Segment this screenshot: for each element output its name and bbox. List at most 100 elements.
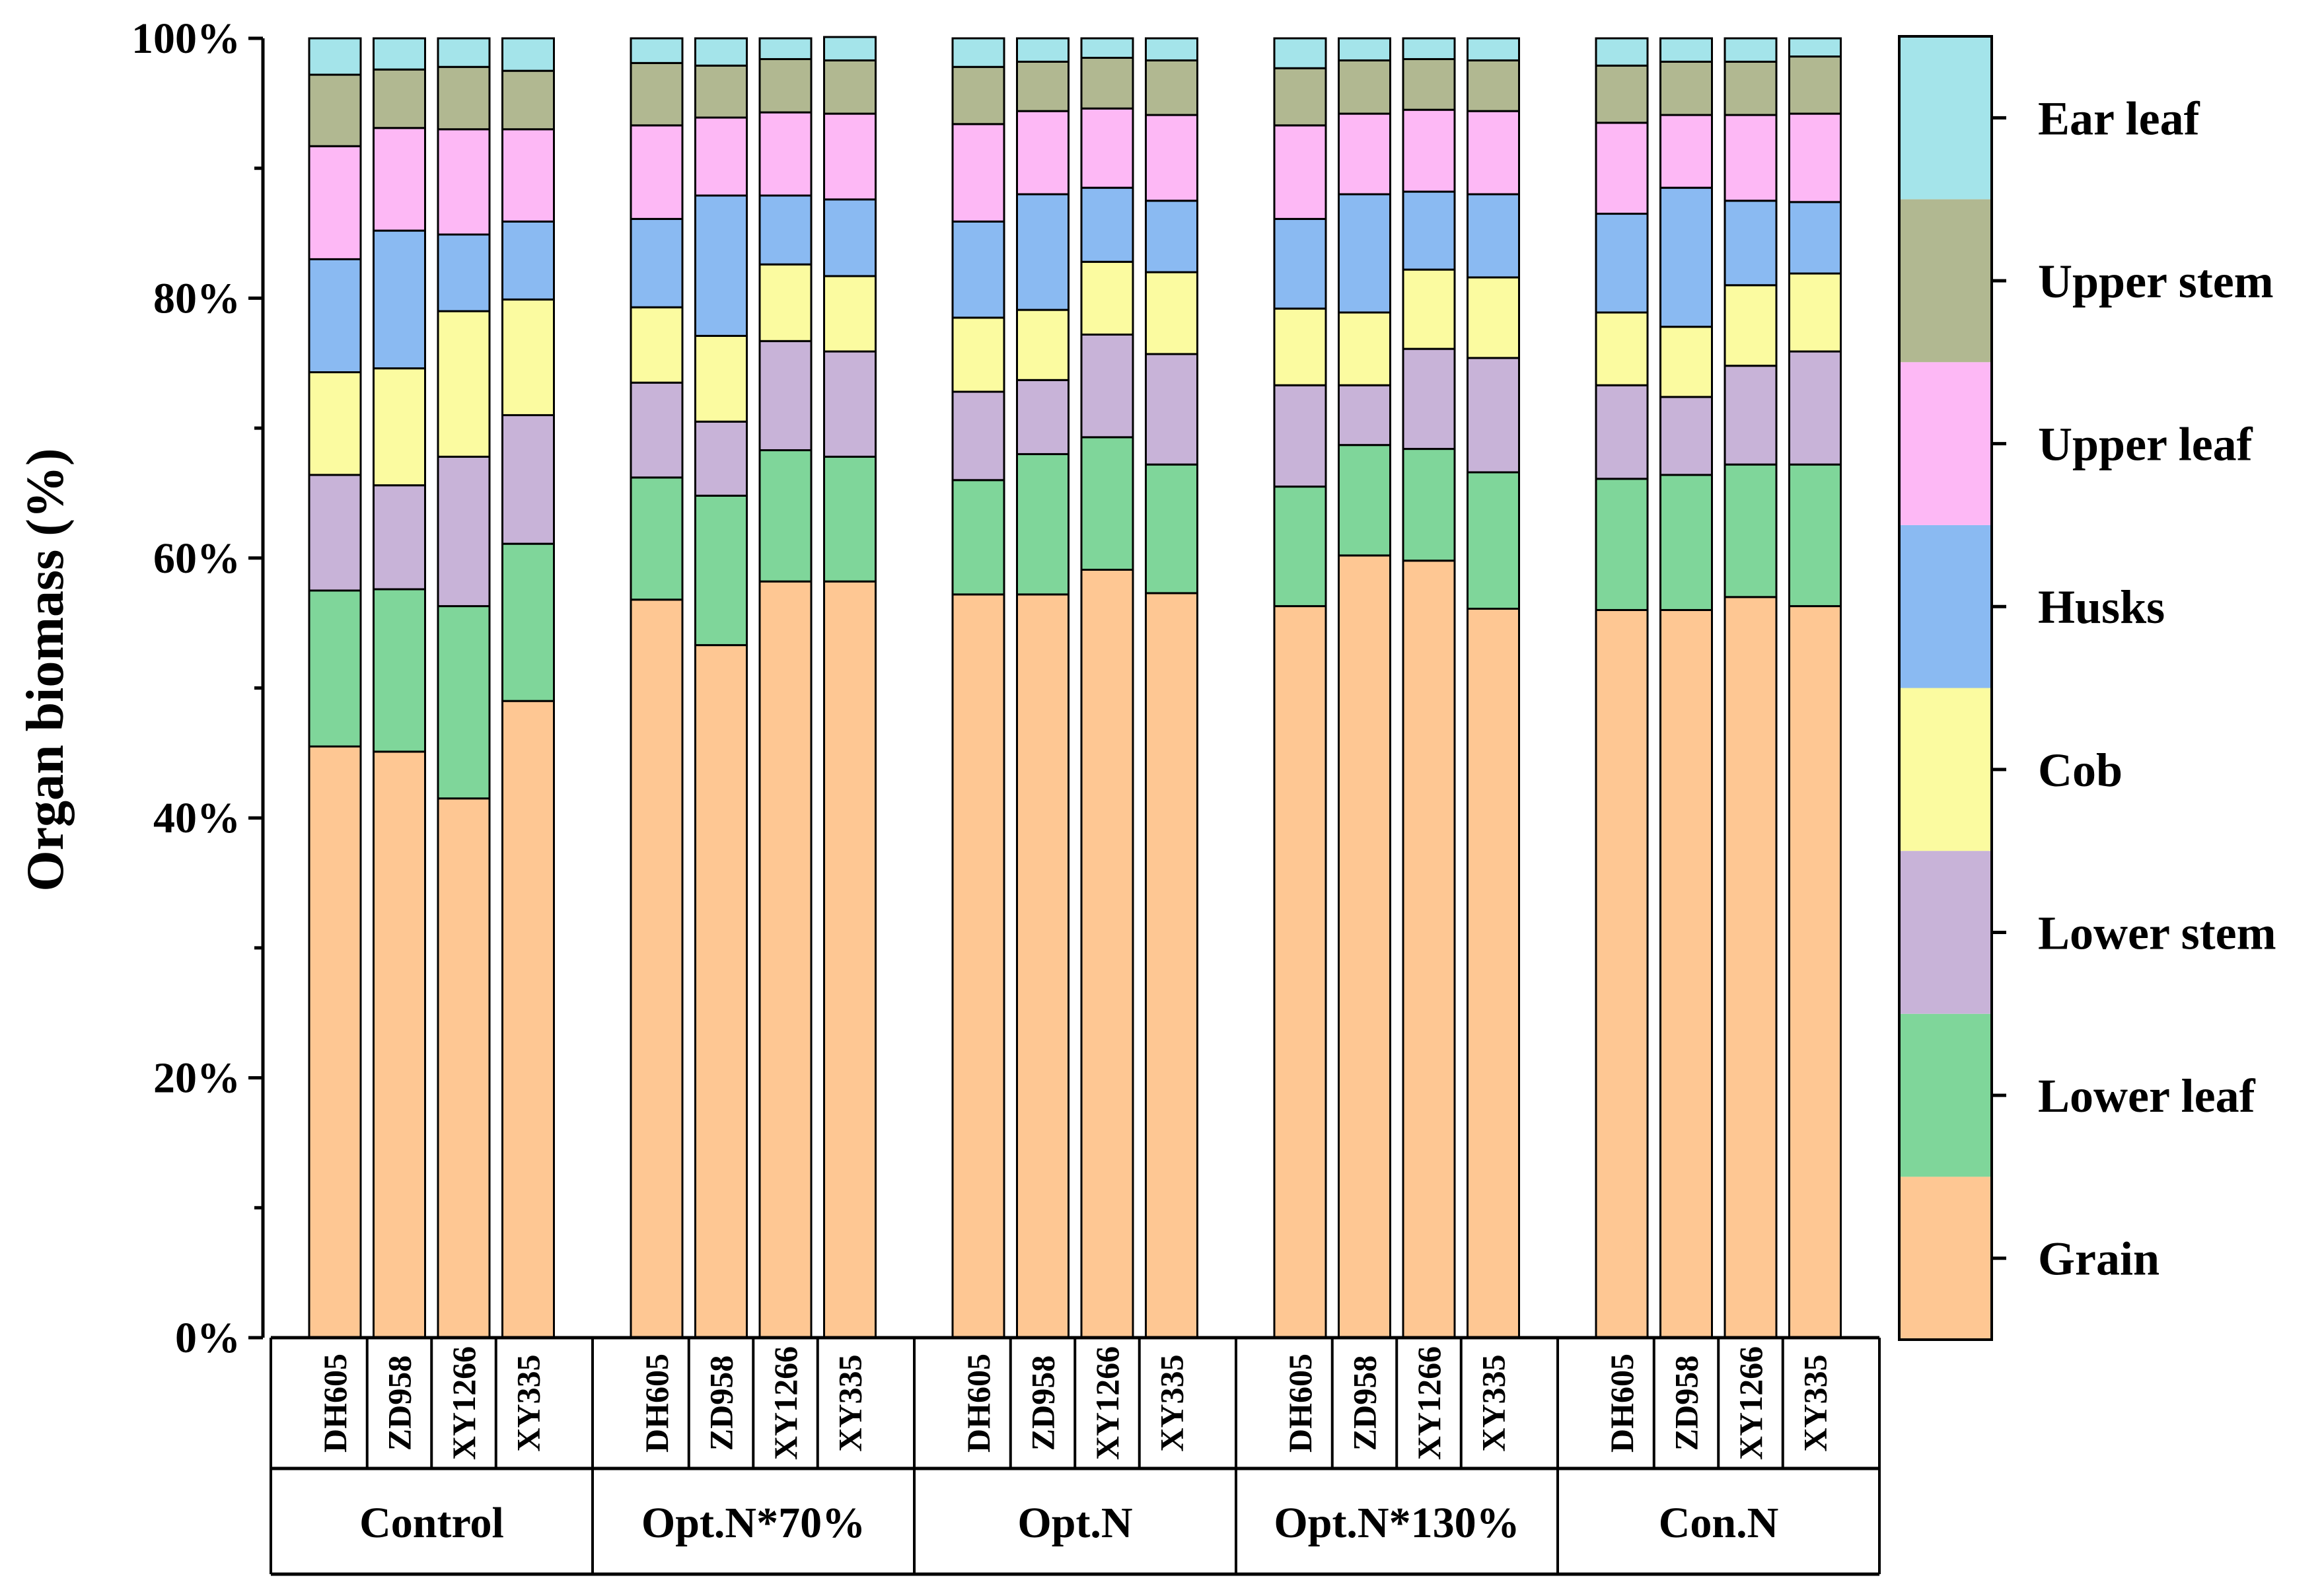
bar-segment-grain [1145, 592, 1198, 1339]
bar-segment-lower-stem [1467, 357, 1520, 474]
bar-segment-lower-stem [1080, 333, 1134, 439]
bar-segment-cob [823, 275, 877, 353]
bar-stack [1659, 37, 1713, 1339]
bar-segment-grain [1724, 596, 1778, 1339]
bar-segment-upper-leaf [1788, 112, 1842, 203]
group-label: Opt.N [1017, 1499, 1132, 1547]
x-tick-label: XY1266 [1732, 1346, 1769, 1460]
y-tick-label: 100% [131, 15, 240, 63]
bar-segment-upper-stem [1080, 57, 1134, 110]
x-tick-label: DH605 [638, 1354, 675, 1453]
y-tick-label: 0% [175, 1314, 240, 1362]
bar-segment-cob [1595, 311, 1649, 386]
bar-segment-lower-leaf [758, 449, 813, 583]
bar-segment-grain [823, 580, 877, 1339]
bar-segment-lower-stem [1788, 350, 1842, 466]
bar-segment-lower-stem [630, 381, 684, 479]
bar-segment-grain [1595, 608, 1649, 1339]
legend-frame [1898, 35, 1993, 1341]
y-axis-title: Organ biomass (%) [17, 448, 75, 891]
bar-segment-cob [1724, 284, 1778, 367]
bar-segment-lower-stem [1724, 365, 1778, 466]
bar-stack [630, 37, 684, 1339]
bar-segment-lower-leaf [823, 455, 877, 583]
legend-label: Husks [2038, 581, 2165, 633]
x-tick-label: ZD958 [1025, 1356, 1062, 1451]
bar-segment-lower-stem [308, 474, 362, 592]
bar-segment-upper-stem [1338, 59, 1391, 115]
bars-layer [308, 36, 1842, 1339]
bar-segment-cob [1338, 311, 1391, 386]
x-tick-label: DH605 [1282, 1354, 1319, 1453]
bar-segment-upper-leaf [308, 145, 362, 260]
bar-segment-ear-leaf [501, 37, 555, 72]
bar-segment-grain [373, 750, 426, 1339]
bar-segment-lower-leaf [437, 605, 491, 800]
bar-segment-husks [1080, 186, 1134, 263]
bar-segment-upper-stem [1273, 67, 1327, 127]
x-tick-label: XY335 [1153, 1354, 1190, 1451]
bar-segment-ear-leaf [1016, 37, 1070, 63]
bar-segment-husks [1273, 217, 1327, 310]
bar-segment-husks [1402, 190, 1456, 271]
bar-segment-upper-stem [630, 61, 684, 127]
x-tick-label: XY335 [1475, 1354, 1512, 1451]
bar-segment-cob [1080, 260, 1134, 336]
x-tick-label: XY335 [1797, 1354, 1834, 1451]
bar-segment-husks [1659, 186, 1713, 328]
x-tick-label: DH605 [960, 1354, 997, 1453]
bar-segment-ear-leaf [1145, 37, 1198, 61]
bar-segment-lower-leaf [630, 476, 684, 601]
bar-segment-cob [694, 334, 748, 423]
bar-segment-ear-leaf [823, 36, 877, 61]
bar-segment-upper-stem [1659, 60, 1713, 116]
bar-segment-grain [630, 598, 684, 1339]
bar-segment-cob [1273, 307, 1327, 386]
bar-segment-upper-leaf [758, 111, 813, 197]
bar-stack [373, 37, 426, 1339]
bar-segment-upper-stem [758, 57, 813, 114]
bar-segment-ear-leaf [630, 37, 684, 64]
bar-segment-ear-leaf [1467, 37, 1520, 61]
legend: Grain Lower leaf Lower stem Cob Husks Upper l… [1898, 35, 2276, 1341]
x-tick-label: ZD958 [1346, 1356, 1383, 1451]
bar-segment-cob [308, 371, 362, 476]
bar-segment-lower-leaf [1402, 448, 1456, 562]
bar-segment-lower-stem [1338, 384, 1391, 447]
bar-segment-husks [1016, 193, 1070, 311]
bar-segment-cob [1402, 268, 1456, 350]
bar-segment-cob [1016, 308, 1070, 381]
bar-segment-lower-leaf [1080, 436, 1134, 571]
bar-segment-husks [951, 220, 1005, 319]
bar-segment-lower-leaf [373, 588, 426, 753]
legend-label: Upper leaf [2038, 418, 2253, 471]
y-tick-label: 20% [153, 1054, 240, 1103]
bar-segment-ear-leaf [1724, 37, 1778, 63]
bar-stack [1724, 37, 1778, 1339]
bar-segment-lower-leaf [1016, 452, 1070, 596]
bar-segment-lower-stem [823, 350, 877, 458]
bar-segment-grain [1659, 608, 1713, 1339]
bar-segment-upper-leaf [823, 112, 877, 201]
bar-segment-upper-leaf [1273, 124, 1327, 220]
bar-segment-ear-leaf [1338, 37, 1391, 61]
bar-segment-upper-stem [373, 68, 426, 129]
bar-segment-lower-leaf [1788, 463, 1842, 608]
bar-segment-husks [437, 233, 491, 312]
bar-stack [823, 36, 877, 1339]
bar-segment-upper-stem [1402, 57, 1456, 111]
bar-segment-lower-stem [1402, 347, 1456, 451]
bar-stack [501, 37, 555, 1339]
bar-segment-upper-stem [1016, 60, 1070, 112]
y-tick-label: 40% [153, 794, 240, 842]
bar-segment-lower-stem [1659, 396, 1713, 476]
bar-segment-husks [630, 217, 684, 308]
bar-segment-husks [1467, 193, 1520, 279]
bar-segment-upper-leaf [1467, 110, 1520, 196]
bar-segment-lower-leaf [951, 479, 1005, 596]
bar-segment-upper-leaf [1402, 108, 1456, 193]
bar-segment-lower-stem [373, 484, 426, 591]
bar-segment-lower-stem [1016, 379, 1070, 455]
bar-segment-lower-leaf [694, 494, 748, 647]
bar-segment-husks [823, 198, 877, 277]
